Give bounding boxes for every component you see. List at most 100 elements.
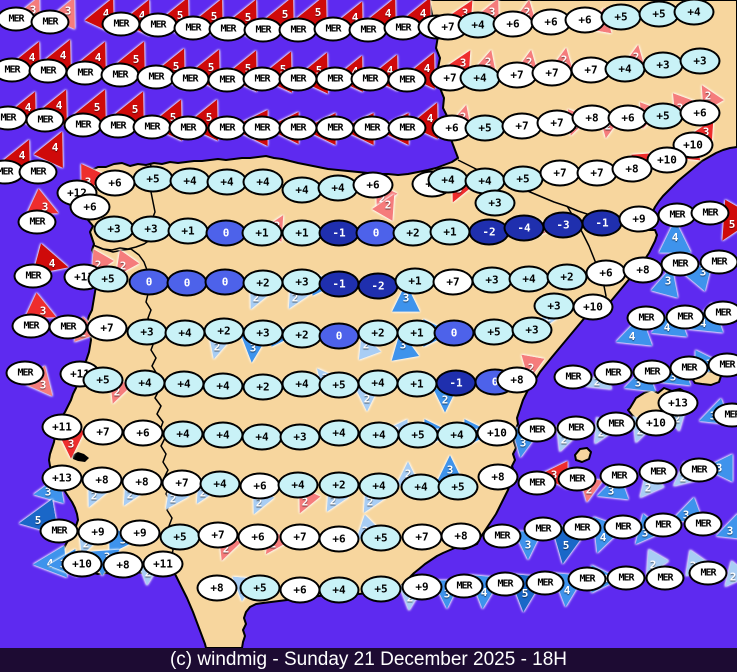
sea-station-mer: MER xyxy=(699,249,737,275)
wind-arrow: 4 xyxy=(11,90,45,124)
sea-station-mer: MER xyxy=(593,360,633,386)
wind-force-value: 2 xyxy=(94,258,102,272)
wind-arrow: 2 xyxy=(118,483,143,508)
wind-force-value: 4 xyxy=(94,50,102,64)
wind-arrow: 3 xyxy=(596,476,626,506)
temp-station: +4 xyxy=(277,471,319,499)
temp-station: +7 xyxy=(86,314,128,342)
temp-station: +5 xyxy=(360,575,402,603)
wind-arrow: 2 xyxy=(585,370,610,395)
wind-force-value: 3 xyxy=(726,524,734,538)
sea-station-mer: MER xyxy=(100,62,140,88)
temp-station: +7 xyxy=(576,159,618,187)
wind-arrow: 4 xyxy=(406,0,440,30)
temp-station: +10 xyxy=(646,146,688,174)
temp-station: +1 xyxy=(396,319,438,347)
wind-force-value: 3 xyxy=(39,304,47,318)
temp-station: +4 xyxy=(202,372,244,400)
wind-arrow: 3 xyxy=(28,370,58,400)
wind-arrow: 4 xyxy=(42,88,76,122)
temp-station: +5 xyxy=(132,165,174,193)
sea-station-mer: MER xyxy=(517,417,557,443)
wind-force-value: 3 xyxy=(41,200,49,214)
sea-station-mer: MER xyxy=(387,67,427,93)
wind-force-value: 2 xyxy=(441,393,449,407)
wind-arrow: 2 xyxy=(636,476,661,501)
sea-station-mer: MER xyxy=(315,115,355,141)
sea-station-mer: MER xyxy=(679,457,719,483)
wind-arrow: 3 xyxy=(56,429,86,459)
wind-arrow: 2 xyxy=(515,0,540,25)
wind-arrow: 5 xyxy=(154,98,193,137)
wind-force-value: 2 xyxy=(560,433,568,447)
sea-station-mer: MER xyxy=(603,514,643,540)
temp-station: +3 xyxy=(126,318,168,346)
temp-station: +8 xyxy=(571,104,613,132)
temp-station: +2 xyxy=(546,263,588,291)
wind-force-value: 3 xyxy=(402,291,410,305)
wind-force-value: 4 xyxy=(48,256,56,270)
wind-arrow: 4 xyxy=(586,520,620,554)
temp-station: +1 xyxy=(429,218,471,246)
wind-arrow: 3 xyxy=(715,516,737,546)
sea-station-mer: MER xyxy=(712,402,737,428)
sea-station-mer: MER xyxy=(313,16,353,42)
sea-station-mer: MER xyxy=(523,516,563,542)
wind-arrow: 3 xyxy=(28,296,58,326)
temp-station: +4 xyxy=(206,168,248,196)
temp-station: +5 xyxy=(318,371,360,399)
wind-arrow: 4 xyxy=(46,38,80,72)
temp-station: +5 xyxy=(82,366,124,394)
temp-station: +2 xyxy=(203,317,245,345)
wind-force-value: 4 xyxy=(24,100,32,114)
sea-station-mer: MER xyxy=(525,570,565,596)
temp-station: +10 xyxy=(476,419,518,447)
wind-arrow: 3 xyxy=(508,428,538,458)
wind-arrow: 3 xyxy=(30,192,60,222)
wind-arrow: 2 xyxy=(665,407,690,432)
temp-station: +6 xyxy=(679,99,721,127)
temp-station: +2 xyxy=(242,373,284,401)
wind-force-value: 5 xyxy=(93,100,101,114)
temp-station: +1 xyxy=(167,217,209,245)
wind-arrow: 4 xyxy=(413,101,447,135)
sea-station-mer: MER xyxy=(0,57,32,83)
sea-station-mer: MER xyxy=(557,466,597,492)
wind-arrow: 5 xyxy=(547,526,586,565)
temp-station: +6 xyxy=(352,171,394,199)
temp-station: +10 xyxy=(61,550,103,578)
wind-force-value: 3 xyxy=(39,378,47,392)
wind-force-value: 5 xyxy=(244,61,252,75)
wind-arrow: 5 xyxy=(299,0,338,31)
temp-station: +8 xyxy=(477,463,519,491)
wind-arrow: 2 xyxy=(376,193,401,218)
sea-station-mer: MER xyxy=(556,415,596,441)
wind-force-value: 4 xyxy=(55,98,63,112)
temp-station: +7 xyxy=(501,112,543,140)
sea-station-mer: MER xyxy=(626,305,666,331)
wind-arrow: 2 xyxy=(111,254,136,279)
sea-station-mer: MER xyxy=(207,67,247,93)
temp-station: +6 xyxy=(237,523,279,551)
sea-station-mer: MER xyxy=(690,200,730,226)
temp-station: +7 xyxy=(82,418,124,446)
temp-station: +7 xyxy=(531,59,573,87)
sea-station-mer: MER xyxy=(645,565,685,591)
wind-arrow: 4 xyxy=(125,0,159,32)
wind-arrow: 5 xyxy=(161,0,200,34)
sea-station-mer: MER xyxy=(599,463,639,489)
temp-station: +7 xyxy=(496,61,538,89)
temp-station: +5 xyxy=(437,473,479,501)
wind-force-value: 3 xyxy=(715,461,723,475)
wind-arrow: 2 xyxy=(293,490,318,515)
wind-force-value: 2 xyxy=(213,340,221,354)
sea-station-mer: MER xyxy=(48,314,88,340)
wind-force-value: 2 xyxy=(362,338,370,352)
temp-station: +4 xyxy=(357,369,399,397)
wind-arrow: 5 xyxy=(116,90,155,129)
wind-arrow: 2 xyxy=(476,50,501,75)
temp-station: +8 xyxy=(196,574,238,602)
temp-station: +4 xyxy=(202,421,244,449)
wind-force-value: 3 xyxy=(488,5,496,19)
sea-station-mer: MER xyxy=(562,515,602,541)
